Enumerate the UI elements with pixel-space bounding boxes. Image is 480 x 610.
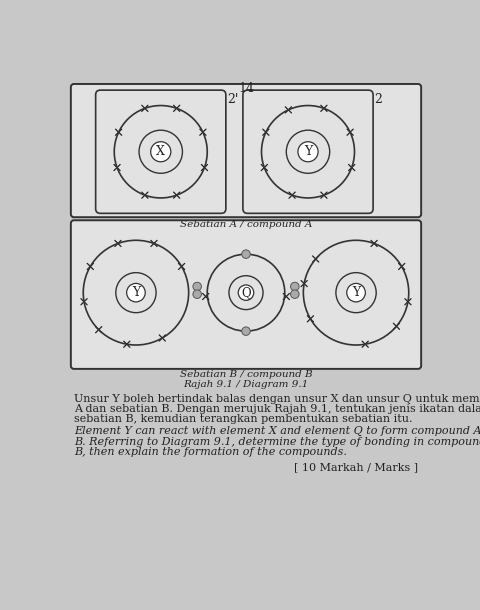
Text: Unsur Y boleh bertindak balas dengan unsur X dan unsur Q untuk membentuk sebatia: Unsur Y boleh bertindak balas dengan uns…: [74, 393, 480, 404]
Text: X: X: [156, 145, 165, 158]
Text: B, then explain the formation of the compounds.: B, then explain the formation of the com…: [74, 447, 347, 457]
Text: [ 10 Markah / Marks ]: [ 10 Markah / Marks ]: [294, 462, 418, 472]
Text: B. Referring to Diagram 9.1, determine the type of bonding in compound A and com: B. Referring to Diagram 9.1, determine t…: [74, 437, 480, 447]
Circle shape: [290, 290, 299, 298]
Text: Sebatian A / compound A: Sebatian A / compound A: [180, 220, 312, 229]
FancyBboxPatch shape: [71, 220, 421, 369]
Text: Q: Q: [241, 286, 251, 299]
Text: sebatian B, kemudian terangkan pembentukan sebatian itu.: sebatian B, kemudian terangkan pembentuk…: [74, 414, 412, 425]
Text: A dan sebatian B. Dengan merujuk Rajah 9.1, tentukan jenis ikatan dalam sebatian: A dan sebatian B. Dengan merujuk Rajah 9…: [74, 404, 480, 414]
Text: Rajah 9.1 / Diagram 9.1: Rajah 9.1 / Diagram 9.1: [183, 381, 309, 389]
Text: Y: Y: [304, 145, 312, 158]
Text: 2': 2': [228, 93, 239, 106]
Circle shape: [347, 284, 365, 302]
Circle shape: [298, 142, 318, 162]
Circle shape: [127, 284, 145, 302]
Circle shape: [238, 285, 254, 300]
Circle shape: [290, 282, 299, 291]
Circle shape: [193, 282, 202, 291]
Text: Y: Y: [352, 286, 360, 299]
Text: 2: 2: [375, 93, 383, 106]
Circle shape: [193, 290, 202, 298]
Circle shape: [242, 250, 250, 259]
Circle shape: [151, 142, 171, 162]
Circle shape: [242, 327, 250, 336]
FancyBboxPatch shape: [71, 84, 421, 217]
Text: Sebatian B / compound B: Sebatian B / compound B: [180, 370, 312, 379]
Text: Element Y can react with element X and element Q to form compound A and compound: Element Y can react with element X and e…: [74, 426, 480, 436]
Text: 14: 14: [238, 82, 254, 95]
Text: Y: Y: [132, 286, 140, 299]
